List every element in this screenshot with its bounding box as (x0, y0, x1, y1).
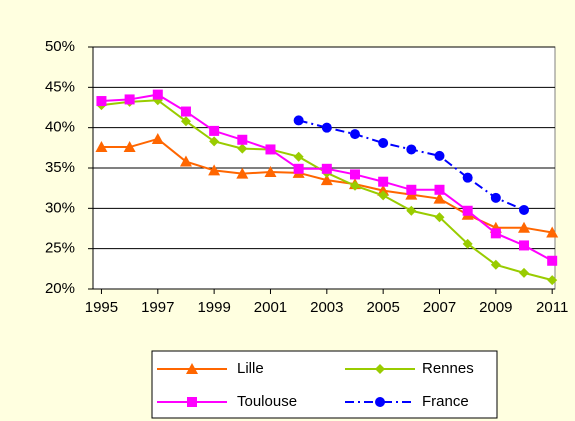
legend-label: Toulouse (237, 393, 297, 410)
marker (377, 184, 390, 196)
y-tick-label: 30% (45, 199, 75, 216)
marker (519, 204, 530, 215)
legend-box (151, 350, 498, 419)
x-tick-label: 2011 (536, 299, 568, 316)
marker (95, 141, 108, 153)
y-tick-label: 35% (45, 159, 75, 176)
marker (519, 267, 530, 278)
legend-label: Rennes (422, 360, 474, 377)
marker (236, 167, 249, 179)
marker (519, 240, 530, 251)
legend-marker (186, 363, 198, 374)
marker (547, 255, 558, 266)
marker (349, 180, 360, 191)
marker (123, 141, 136, 153)
marker (264, 166, 277, 178)
marker (209, 125, 220, 136)
marker (237, 134, 248, 145)
marker (462, 238, 473, 249)
marker (293, 163, 304, 174)
marker (378, 176, 389, 187)
x-tick-label: 2003 (310, 299, 343, 316)
marker (237, 143, 248, 154)
marker (490, 259, 501, 270)
x-tick-label: 2007 (423, 299, 456, 316)
marker (180, 106, 191, 117)
marker (378, 137, 389, 148)
y-tick-label: 45% (45, 78, 75, 95)
marker (152, 89, 163, 100)
x-tick-label: 2009 (479, 299, 512, 316)
marker (180, 116, 191, 127)
marker (434, 212, 445, 223)
marker (518, 221, 531, 233)
legend-label: Lille (237, 360, 264, 377)
marker (265, 144, 276, 155)
x-tick-label: 1997 (141, 299, 174, 316)
x-tick-label: 1999 (197, 299, 230, 316)
marker (320, 174, 333, 186)
y-tick-label: 40% (45, 119, 75, 136)
marker (406, 205, 417, 216)
marker (293, 151, 304, 162)
marker (434, 150, 445, 161)
legend-label: France (422, 393, 469, 410)
marker (462, 205, 473, 216)
marker (349, 169, 360, 180)
marker (179, 155, 192, 167)
marker (546, 226, 559, 238)
marker (321, 122, 332, 133)
marker (321, 163, 332, 174)
marker (293, 115, 304, 126)
y-tick-label: 25% (45, 240, 75, 257)
marker (96, 96, 107, 107)
x-tick-label: 2001 (254, 299, 287, 316)
marker (378, 190, 389, 201)
marker (490, 192, 501, 203)
marker (124, 94, 135, 105)
marker (462, 172, 473, 183)
x-tick-label: 2005 (366, 299, 399, 316)
marker (406, 184, 417, 195)
marker (349, 129, 360, 140)
marker (490, 228, 501, 239)
legend-marker (375, 364, 385, 374)
marker (209, 136, 220, 147)
y-tick-label: 50% (45, 38, 75, 55)
x-tick-label: 1995 (85, 299, 118, 316)
legend-marker (375, 397, 385, 407)
marker (208, 164, 221, 176)
marker (547, 275, 558, 286)
marker (433, 192, 446, 204)
legend-marker (187, 397, 197, 407)
marker (434, 184, 445, 195)
y-tick-label: 20% (45, 280, 75, 297)
marker (406, 144, 417, 155)
marker (151, 132, 164, 144)
